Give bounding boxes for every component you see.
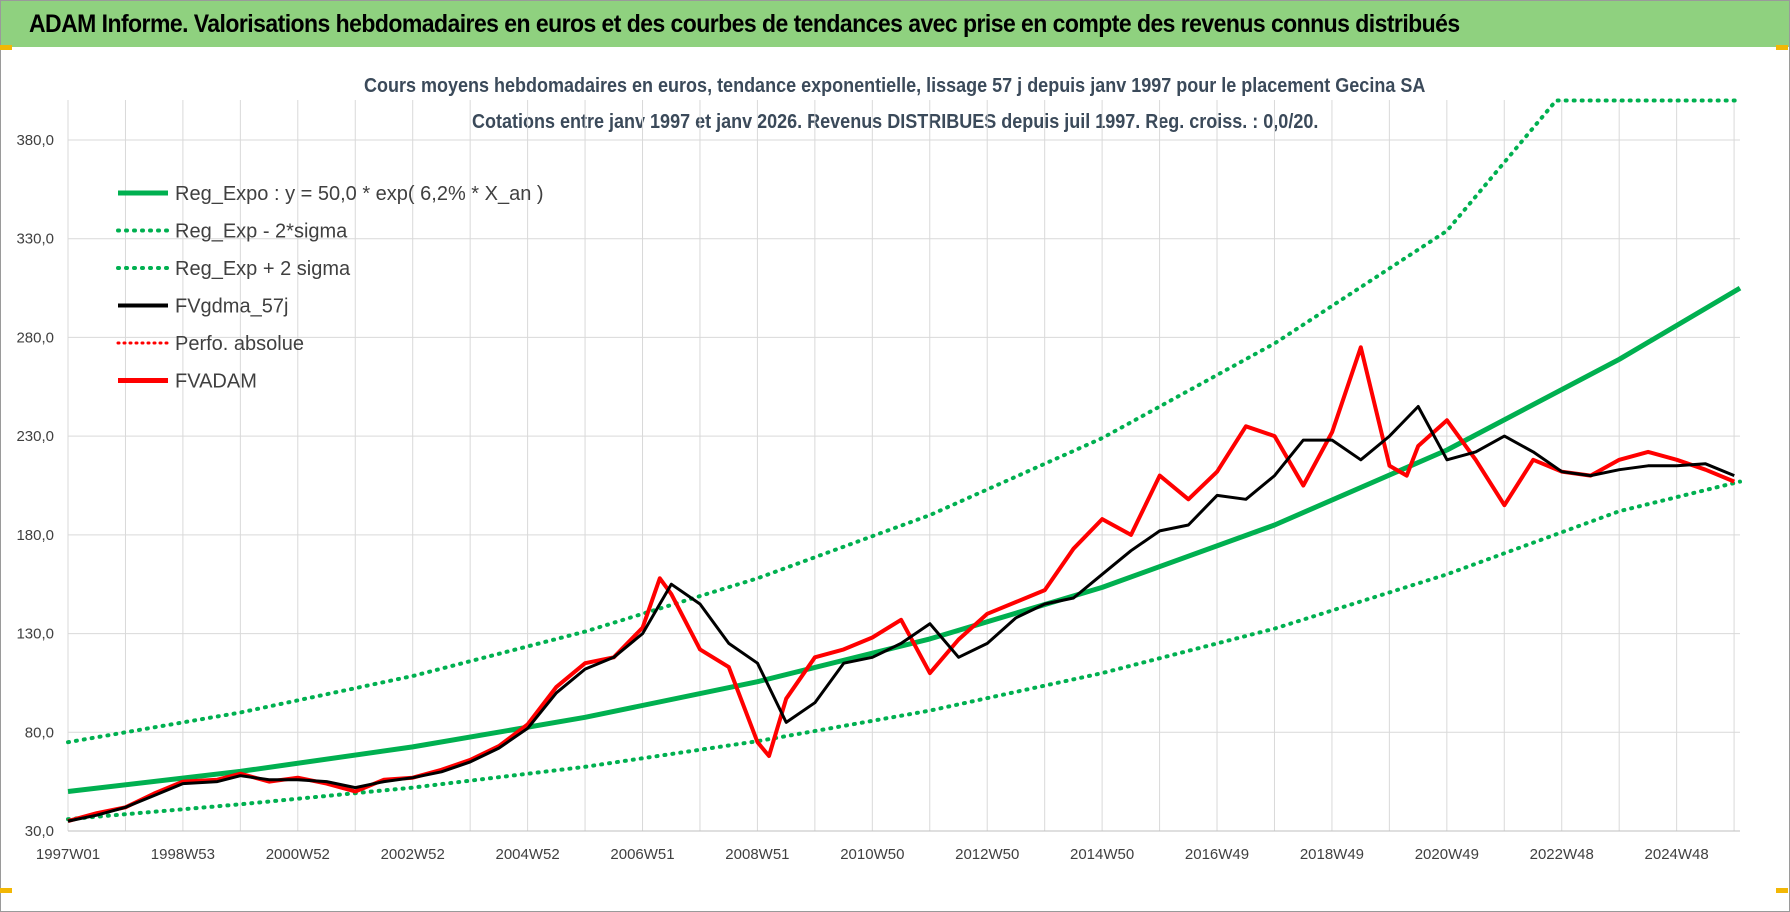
y-tick-label: 180,0 [16, 527, 54, 544]
y-tick-label: 330,0 [16, 231, 54, 248]
legend-label: Reg_Exp + 2 sigma [175, 258, 351, 280]
legend-label: Reg_Expo : y = 50,0 * exp( 6,2% * X_an ) [175, 183, 544, 205]
x-tick-label: 2004W52 [496, 846, 560, 863]
legend-label: Perfo. absolue [175, 333, 304, 355]
series-line [67, 285, 1742, 794]
chart-title-text: Cours moyens hebdomadaires en euros, ten… [364, 75, 1426, 97]
chart-subtitle-text: Cotations entre janv 1997 et janv 2026. … [471, 111, 1319, 133]
x-tick-label: 2000W52 [266, 846, 330, 863]
x-tick-label: 2020W49 [1415, 846, 1479, 863]
corner-marker [1776, 888, 1788, 893]
y-tick-label: 30,0 [25, 823, 54, 840]
y-tick-label: 130,0 [16, 626, 54, 643]
x-tick-label: 2022W48 [1530, 846, 1594, 863]
x-tick-label: 1997W01 [36, 846, 100, 863]
x-tick-label: 2010W50 [840, 846, 904, 863]
x-tick-label: 2018W49 [1300, 846, 1364, 863]
y-tick-label: 80,0 [25, 724, 54, 741]
x-tick-label: 2024W48 [1645, 846, 1709, 863]
legend-label: FVADAM [175, 371, 257, 393]
corner-marker [0, 45, 12, 50]
x-tick-label: 2002W52 [381, 846, 445, 863]
x-tick-label: 2016W49 [1185, 846, 1249, 863]
report-title: ADAM Informe. Valorisations hebdomadaire… [29, 10, 1460, 38]
corner-marker [1776, 45, 1788, 50]
chart-title: Cours moyens hebdomadaires en euros, ten… [0, 75, 1790, 98]
series-line [66, 479, 1742, 822]
series-line [67, 345, 1736, 824]
legend-label: Reg_Exp - 2*sigma [175, 221, 348, 243]
y-tick-label: 230,0 [16, 428, 54, 445]
report-banner: ADAM Informe. Valorisations hebdomadaire… [1, 1, 1789, 47]
corner-marker [0, 888, 12, 893]
legend-label: FVgdma_57j [175, 296, 288, 318]
series-line [67, 405, 1735, 823]
x-tick-label: 2006W51 [610, 846, 674, 863]
chart-subtitle: Cotations entre janv 1997 et janv 2026. … [0, 111, 1790, 134]
x-tick-label: 1998W53 [151, 846, 215, 863]
x-tick-label: 2014W50 [1070, 846, 1134, 863]
x-tick-label: 2012W50 [955, 846, 1019, 863]
y-tick-label: 280,0 [16, 329, 54, 346]
y-tick-label: 380,0 [16, 132, 54, 149]
x-tick-label: 2008W51 [725, 846, 789, 863]
